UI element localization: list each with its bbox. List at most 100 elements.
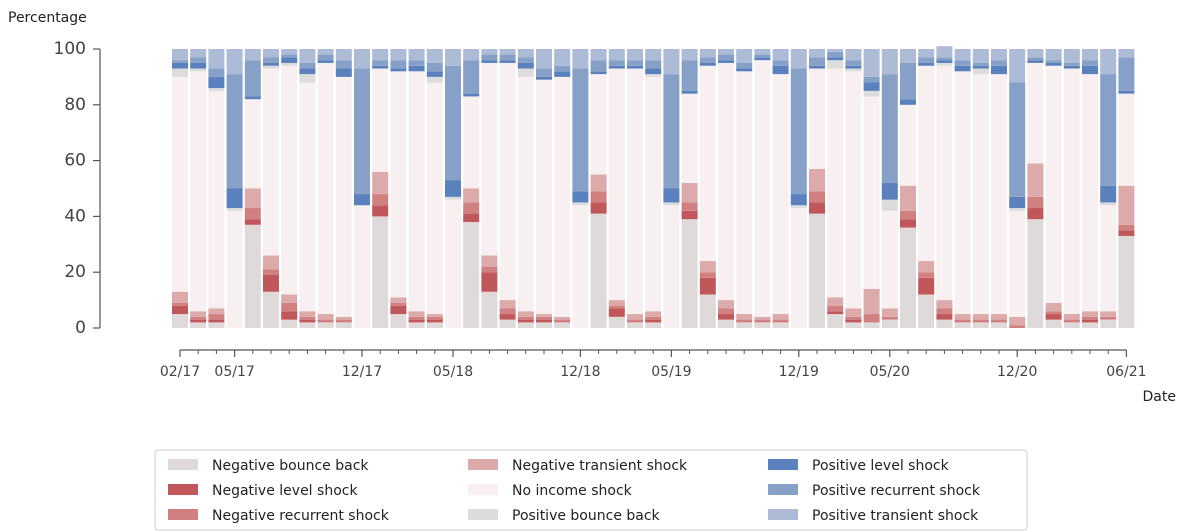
bar-segment [190,322,207,328]
bar-segment [663,74,680,189]
bar-segment [790,205,807,209]
bar-segment [681,93,698,183]
bar-segment [809,49,825,58]
bar-segment [1045,65,1062,303]
bar-segment [736,319,753,323]
bar-segment [408,311,425,317]
bar-segment [463,60,480,94]
legend-label: Negative transient shock [512,458,688,474]
bar-segment [536,49,552,69]
bar-segment [645,68,662,75]
bar-segment [918,261,935,273]
bar-segment [499,319,516,328]
bar-segment [900,210,916,220]
legend-swatch [768,484,798,495]
bar-segment [208,76,225,89]
bar-segment [572,205,589,328]
bar-segment [1063,319,1080,323]
bar-segment [736,68,753,72]
bar-segment [900,227,916,328]
bar-segment [281,319,298,328]
bar-segment [372,49,389,61]
bar-segment [645,311,662,317]
bar-segment [1063,49,1080,63]
bar-segment [754,316,771,320]
bar-segment [900,185,916,211]
bar-segment [608,60,625,66]
bar-segment [772,74,789,315]
bar-segment [972,68,989,75]
bar-segment [1100,202,1117,206]
bar-segment [972,322,989,328]
bar-segment [335,322,352,328]
bar-segment [1118,185,1135,225]
x-tick-label: 12/19 [779,364,819,380]
legend-label: Negative recurrent shock [212,508,390,524]
bar-segment [517,62,534,69]
bar-segment [299,316,316,320]
bar-segment [590,74,607,175]
bar-segment [827,314,844,328]
bar-segment [354,49,370,69]
bar-segment [517,57,534,63]
bar-segment [1082,74,1098,312]
bar-segment [681,90,698,94]
bar-segment [390,305,407,315]
bar-segment [845,60,862,66]
bar-segment [299,311,316,317]
x-tick-label: 05/18 [433,364,473,380]
bar-segment [499,314,516,320]
bar-segment [426,82,443,315]
bar-segment [736,49,753,63]
bar-segment [1009,316,1026,326]
bar-segment [863,76,880,83]
bar-segment [590,71,607,75]
bar-segment [1027,60,1044,63]
bar-segment [1027,57,1044,61]
x-tick-label: 12/17 [342,364,382,380]
bar-segment [627,65,643,69]
bar-segment [627,60,643,66]
bar-segment [991,319,1007,323]
bar-segment [663,188,680,203]
bar-segment [463,202,480,214]
bar-segment [608,300,625,306]
bar-segment [827,60,844,69]
bar-segment [299,82,316,312]
bar-segment [1009,210,1026,317]
bar-segment [790,208,807,328]
bar-segment [1063,65,1080,69]
bar-segment [1027,163,1044,197]
bar-segment [190,57,207,63]
bar-segment [754,319,771,323]
bar-segment [972,65,989,69]
bar-segment [208,68,225,77]
bar-segment [936,57,953,61]
bar-segment [809,202,825,214]
bar-segment [572,202,589,206]
bar-segment [445,199,461,328]
bar-segment [426,316,443,320]
bar-segment [335,316,352,320]
bar-segment [918,65,935,262]
y-tick-label: 60 [64,151,86,171]
bar-segment [1100,185,1117,203]
bar-segment [1100,316,1117,320]
legend-label: Negative level shock [212,483,358,499]
x-tick-label: 06/21 [1106,364,1146,380]
bar-segment [554,65,571,72]
bar-segment [809,191,825,203]
bar-segment [900,62,916,100]
bar-segment [408,322,425,328]
bar-segment [172,49,188,61]
bar-segment [317,54,334,61]
bar-segment [790,194,807,206]
bar-segment [372,65,389,69]
bar-segment [918,277,935,295]
bar-segment [372,171,389,195]
bar-segment [772,60,789,66]
bar-segment [1009,49,1026,83]
bar-segment [954,60,971,66]
bar-segment [281,62,298,66]
bar-segment [354,194,370,206]
